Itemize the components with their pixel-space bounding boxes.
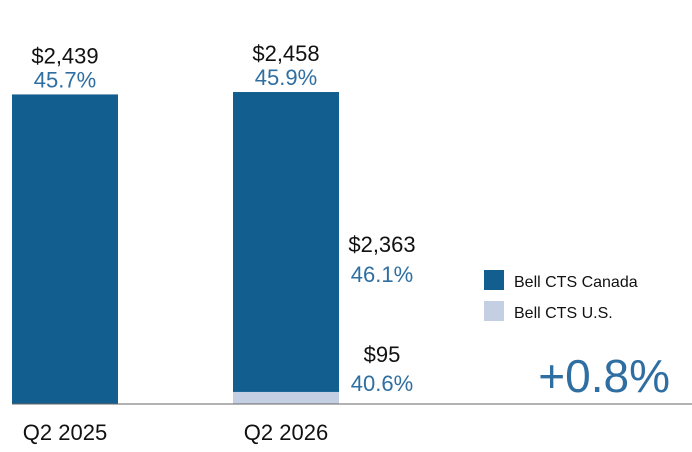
legend-label-us: Bell CTS U.S. — [514, 305, 613, 322]
legend-swatch-canada — [484, 270, 504, 290]
segment-value-canada: $2,363 — [348, 232, 415, 257]
legend-label-canada: Bell CTS Canada — [514, 274, 638, 291]
total-value-q2-2026: $2,458 — [252, 41, 319, 66]
legend-swatch-us — [484, 301, 504, 321]
x-tick-q2-2026: Q2 2026 — [244, 420, 328, 445]
segment-pct-us: 40.6% — [351, 371, 413, 396]
legend: Bell CTS Canada Bell CTS U.S. — [484, 270, 638, 322]
legend-item-canada: Bell CTS Canada — [484, 270, 638, 291]
bar-q2-2026-canada — [233, 92, 339, 392]
change-percentage: +0.8% — [538, 350, 670, 402]
legend-item-us: Bell CTS U.S. — [484, 301, 613, 322]
bar-q2-2026-us — [233, 391, 339, 404]
total-value-q2-2025: $2,439 — [31, 43, 98, 68]
x-tick-q2-2025: Q2 2025 — [23, 420, 107, 445]
segment-value-us: $95 — [364, 342, 401, 367]
bar-q2-2025-canada — [12, 94, 118, 404]
total-pct-q2-2026: 45.9% — [255, 65, 317, 90]
bars-layer — [12, 92, 339, 404]
total-pct-q2-2025: 45.7% — [34, 67, 96, 92]
segment-pct-canada: 46.1% — [351, 262, 413, 287]
